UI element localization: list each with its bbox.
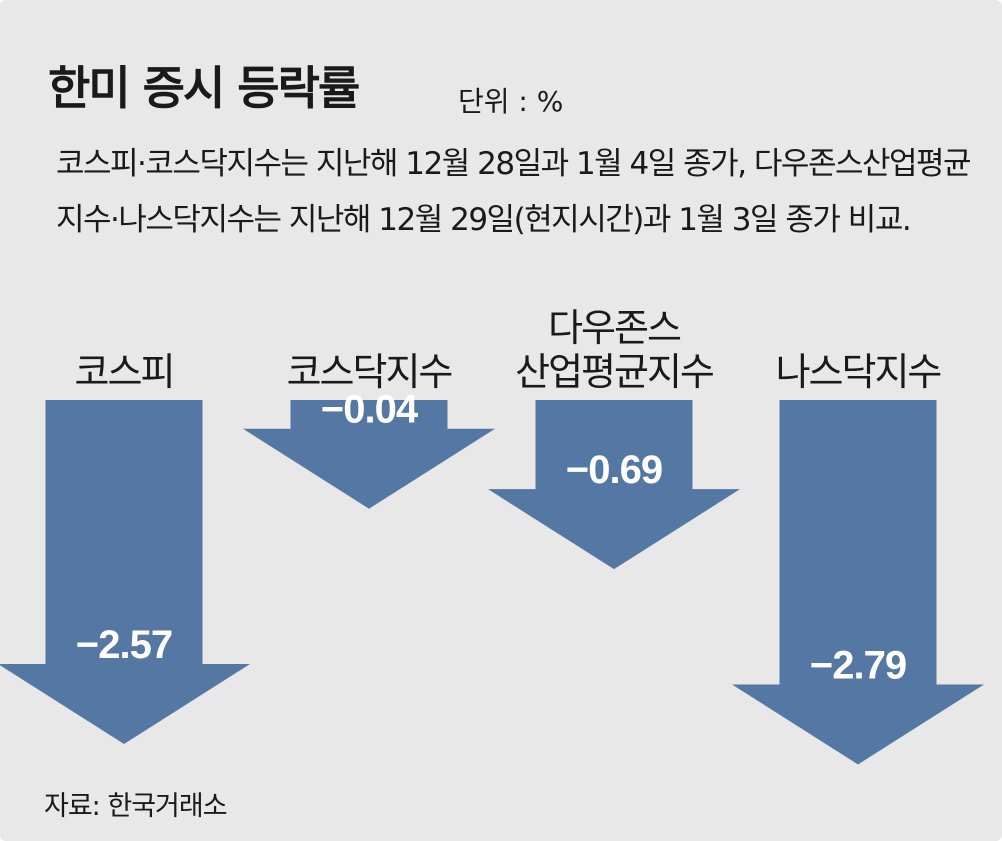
category-label: 다우존스 산업평균지수 xyxy=(515,306,713,394)
value-arrow xyxy=(732,400,984,765)
value-arrow xyxy=(488,400,740,570)
category-label: 나스닥지수 xyxy=(776,350,941,394)
value-arrow xyxy=(0,400,250,745)
arrow-group: −2.79 나스닥지수 xyxy=(732,350,984,765)
unit-label: 단위 : % xyxy=(458,85,564,118)
arrow-group: −0.69 다우존스 산업평균지수 xyxy=(488,306,740,570)
arrow-group: −2.57 코스피 xyxy=(0,350,250,745)
value-label: −2.79 xyxy=(810,643,906,687)
value-label: −0.69 xyxy=(566,448,662,492)
chart-title: 한미 증시 등락률 xyxy=(48,61,360,115)
value-arrow xyxy=(243,400,495,509)
chart-subtitle: 코스피·코스닥지수는 지난해 12월 28일과 1월 4일 종가, 다우존스산업… xyxy=(56,146,972,238)
category-label: 코스닥지수 xyxy=(287,350,452,394)
value-label: −0.04 xyxy=(321,388,419,432)
value-label: −2.57 xyxy=(76,623,172,667)
source-note: 자료: 한국거래소 xyxy=(44,791,228,822)
category-label: 코스피 xyxy=(75,350,174,394)
